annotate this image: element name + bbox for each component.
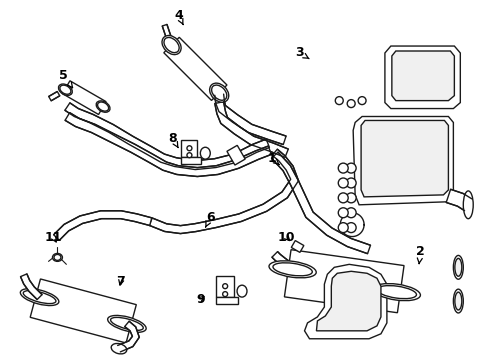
Ellipse shape bbox=[462, 191, 472, 219]
Polygon shape bbox=[216, 297, 238, 304]
Polygon shape bbox=[54, 211, 151, 240]
Ellipse shape bbox=[268, 261, 316, 278]
Ellipse shape bbox=[20, 289, 59, 306]
Ellipse shape bbox=[209, 83, 228, 102]
Polygon shape bbox=[20, 274, 42, 300]
Text: 6: 6 bbox=[205, 211, 214, 227]
Ellipse shape bbox=[163, 37, 179, 53]
Polygon shape bbox=[226, 145, 244, 165]
Circle shape bbox=[222, 292, 227, 297]
Ellipse shape bbox=[54, 255, 61, 260]
Circle shape bbox=[346, 100, 354, 108]
Polygon shape bbox=[446, 189, 471, 211]
Circle shape bbox=[346, 163, 355, 173]
Polygon shape bbox=[284, 250, 403, 313]
Polygon shape bbox=[65, 103, 269, 170]
Ellipse shape bbox=[454, 292, 461, 310]
Polygon shape bbox=[181, 140, 197, 157]
Circle shape bbox=[335, 96, 343, 105]
Polygon shape bbox=[214, 94, 285, 145]
Ellipse shape bbox=[98, 102, 108, 111]
Text: 7: 7 bbox=[116, 275, 125, 288]
Polygon shape bbox=[360, 121, 447, 197]
Circle shape bbox=[357, 96, 366, 105]
Circle shape bbox=[346, 223, 355, 233]
Polygon shape bbox=[163, 37, 226, 100]
Text: 3: 3 bbox=[295, 46, 308, 59]
Ellipse shape bbox=[111, 343, 126, 354]
Circle shape bbox=[222, 284, 227, 289]
Text: 10: 10 bbox=[277, 231, 295, 244]
Polygon shape bbox=[62, 81, 106, 114]
Polygon shape bbox=[271, 252, 292, 270]
Circle shape bbox=[338, 208, 347, 218]
Circle shape bbox=[346, 208, 355, 218]
Polygon shape bbox=[181, 157, 201, 164]
Circle shape bbox=[338, 163, 347, 173]
Polygon shape bbox=[384, 46, 459, 109]
Ellipse shape bbox=[96, 101, 110, 112]
Ellipse shape bbox=[107, 315, 146, 332]
Circle shape bbox=[338, 178, 347, 188]
Polygon shape bbox=[162, 24, 174, 46]
Circle shape bbox=[346, 193, 355, 203]
Ellipse shape bbox=[372, 284, 420, 301]
Text: 1: 1 bbox=[267, 152, 279, 165]
Polygon shape bbox=[214, 102, 288, 157]
Ellipse shape bbox=[452, 289, 462, 313]
Ellipse shape bbox=[376, 285, 416, 299]
Text: 5: 5 bbox=[59, 69, 72, 88]
Ellipse shape bbox=[23, 291, 56, 303]
Text: 2: 2 bbox=[415, 245, 424, 264]
Polygon shape bbox=[352, 117, 452, 205]
Polygon shape bbox=[49, 91, 60, 101]
Circle shape bbox=[338, 193, 347, 203]
Polygon shape bbox=[316, 271, 380, 331]
Ellipse shape bbox=[454, 258, 461, 276]
Ellipse shape bbox=[110, 318, 143, 330]
Ellipse shape bbox=[162, 36, 181, 55]
Polygon shape bbox=[118, 321, 139, 352]
Ellipse shape bbox=[200, 147, 210, 159]
Polygon shape bbox=[30, 279, 136, 343]
Polygon shape bbox=[65, 113, 271, 176]
Text: 9: 9 bbox=[196, 293, 204, 306]
Text: 8: 8 bbox=[168, 132, 178, 148]
Circle shape bbox=[186, 153, 191, 158]
Polygon shape bbox=[304, 264, 386, 339]
Ellipse shape bbox=[59, 84, 72, 95]
Polygon shape bbox=[391, 51, 453, 100]
Text: 4: 4 bbox=[174, 9, 183, 24]
Polygon shape bbox=[216, 92, 224, 102]
Ellipse shape bbox=[452, 255, 462, 279]
Circle shape bbox=[186, 146, 191, 151]
Ellipse shape bbox=[52, 253, 62, 261]
Polygon shape bbox=[291, 240, 303, 252]
Ellipse shape bbox=[211, 85, 226, 100]
Text: 11: 11 bbox=[44, 231, 62, 244]
Polygon shape bbox=[149, 149, 298, 234]
Circle shape bbox=[338, 223, 347, 233]
Circle shape bbox=[346, 178, 355, 188]
Polygon shape bbox=[271, 152, 370, 254]
Ellipse shape bbox=[237, 285, 246, 297]
Ellipse shape bbox=[60, 85, 71, 94]
Ellipse shape bbox=[272, 263, 312, 276]
Polygon shape bbox=[216, 276, 234, 297]
